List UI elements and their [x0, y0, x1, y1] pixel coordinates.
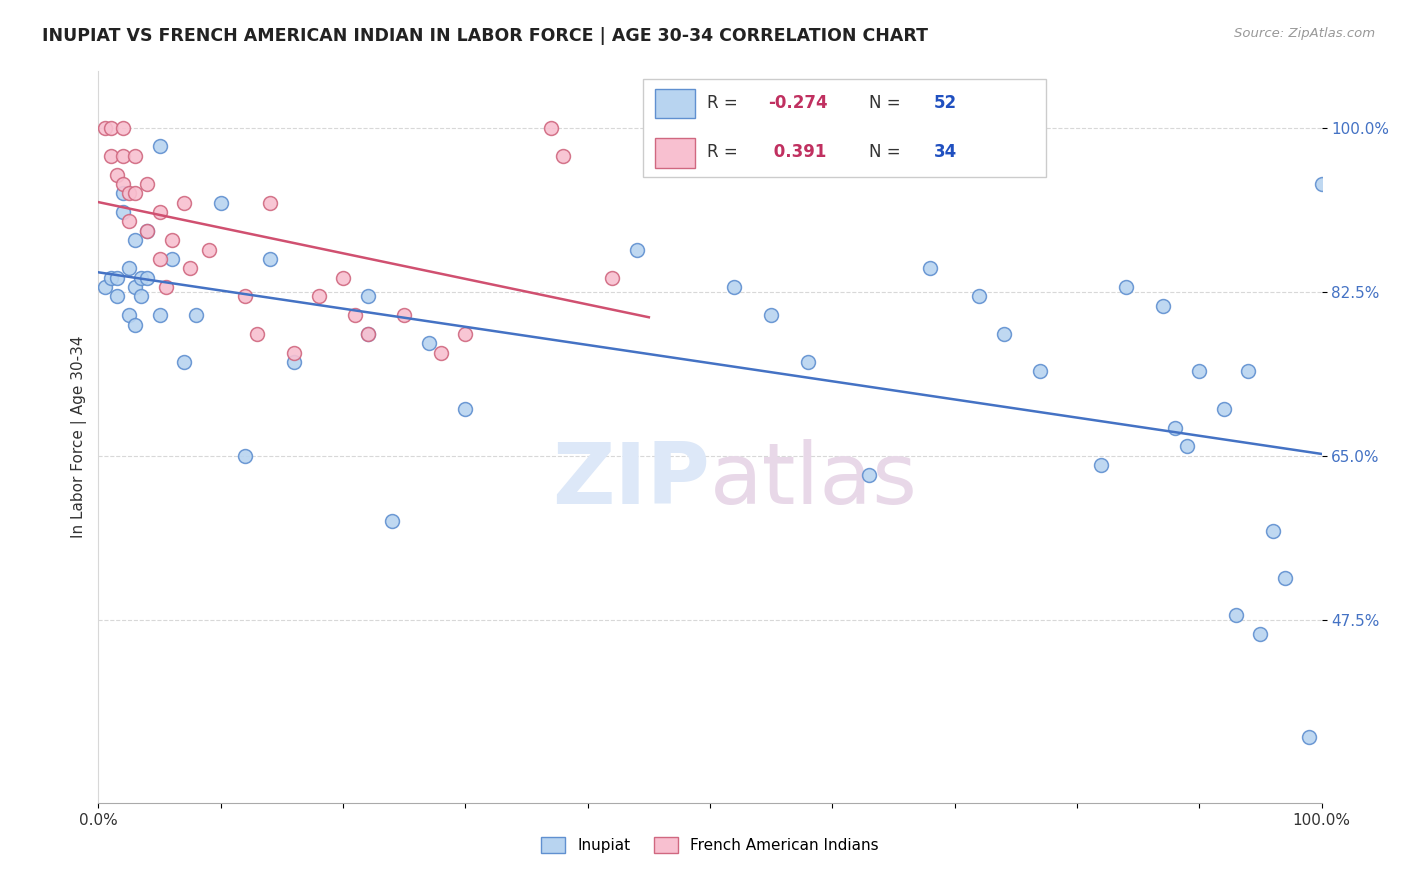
Point [540, 120, 562, 135]
Point [454, 401, 477, 416]
Point [858, 467, 880, 482]
Point [259, 252, 281, 266]
Point [149, 139, 172, 153]
Point [723, 280, 745, 294]
Point [197, 243, 219, 257]
Point [1225, 608, 1247, 623]
Point [136, 177, 159, 191]
Point [118, 186, 141, 201]
Point [283, 355, 305, 369]
Point [155, 280, 177, 294]
Point [149, 205, 172, 219]
Point [246, 326, 269, 341]
Point [118, 214, 141, 228]
Point [797, 355, 820, 369]
Point [111, 177, 134, 191]
Point [105, 289, 128, 303]
Point [124, 280, 146, 294]
Point [920, 261, 942, 276]
Point [111, 205, 134, 219]
Point [124, 186, 146, 201]
Point [118, 261, 141, 276]
Point [160, 252, 183, 266]
Point [129, 270, 152, 285]
Point [1274, 571, 1296, 585]
Point [1164, 420, 1187, 434]
Point [1212, 401, 1234, 416]
Point [233, 449, 256, 463]
Point [1115, 280, 1137, 294]
Text: ZIP: ZIP [553, 440, 710, 523]
Point [308, 289, 330, 303]
Point [332, 270, 354, 285]
Point [160, 233, 183, 247]
Point [105, 168, 128, 182]
Point [1237, 364, 1260, 378]
Point [173, 195, 195, 210]
Point [173, 355, 195, 369]
Point [93, 120, 115, 135]
Point [356, 326, 378, 341]
Point [454, 326, 477, 341]
Point [124, 233, 146, 247]
Point [1298, 730, 1320, 744]
Point [136, 224, 159, 238]
Legend: Inupiat, French American Indians: Inupiat, French American Indians [533, 829, 887, 861]
Point [179, 261, 201, 276]
Point [626, 243, 648, 257]
Point [381, 515, 404, 529]
Point [418, 336, 440, 351]
Point [111, 149, 134, 163]
Point [111, 186, 134, 201]
Point [356, 289, 378, 303]
Point [93, 280, 115, 294]
Point [1090, 458, 1112, 473]
Point [233, 289, 256, 303]
Point [149, 308, 172, 322]
Point [209, 195, 232, 210]
Point [100, 120, 122, 135]
Point [124, 318, 146, 332]
Point [1029, 364, 1052, 378]
Text: atlas: atlas [710, 440, 918, 523]
Point [967, 289, 990, 303]
Point [118, 308, 141, 322]
Text: INUPIAT VS FRENCH AMERICAN INDIAN IN LABOR FORCE | AGE 30-34 CORRELATION CHART: INUPIAT VS FRENCH AMERICAN INDIAN IN LAB… [42, 27, 928, 45]
Point [100, 149, 122, 163]
Point [600, 270, 623, 285]
Point [283, 345, 305, 359]
Point [392, 308, 416, 322]
Point [1249, 627, 1271, 641]
Point [186, 308, 208, 322]
Text: Source: ZipAtlas.com: Source: ZipAtlas.com [1234, 27, 1375, 40]
Point [1175, 440, 1198, 454]
Point [124, 149, 146, 163]
Point [344, 308, 367, 322]
Point [761, 308, 783, 322]
Point [100, 270, 122, 285]
Point [105, 270, 128, 285]
Y-axis label: In Labor Force | Age 30-34: In Labor Force | Age 30-34 [72, 335, 87, 539]
Point [1261, 524, 1284, 538]
Point [136, 224, 159, 238]
Point [111, 120, 134, 135]
Point [430, 345, 453, 359]
Point [149, 252, 172, 266]
Point [356, 326, 378, 341]
Point [993, 326, 1015, 341]
Point [259, 195, 281, 210]
Point [136, 270, 159, 285]
Point [129, 289, 152, 303]
Point [1188, 364, 1211, 378]
Point [1152, 299, 1174, 313]
Point [553, 149, 575, 163]
Point [1310, 177, 1333, 191]
